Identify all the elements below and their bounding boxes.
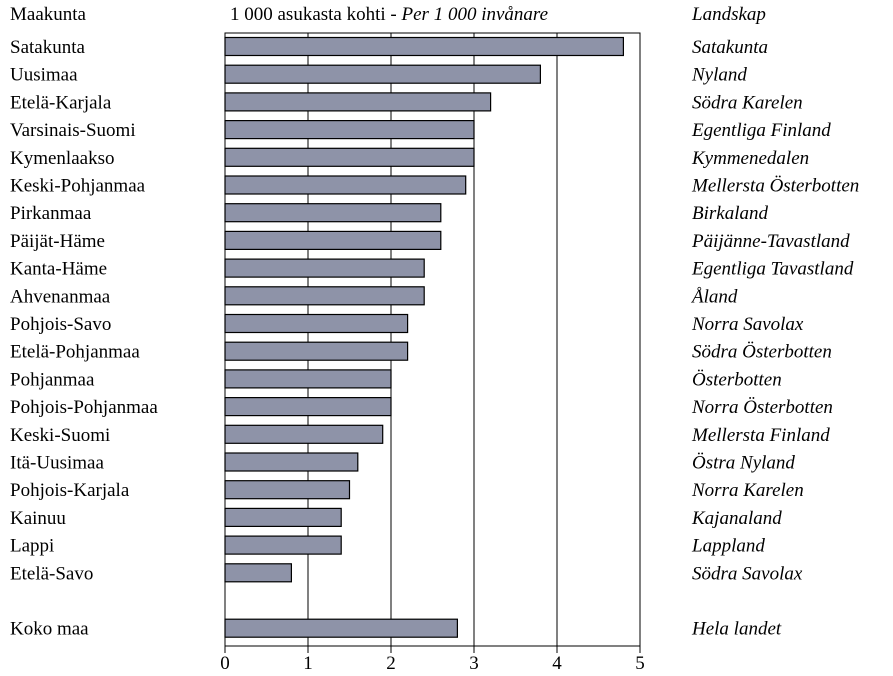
bar [224, 341, 409, 361]
category-label: Etelä-Pohjanmaa [10, 342, 140, 363]
category-label-sv: Birkaland [692, 203, 768, 224]
x-tick-label: 0 [220, 653, 230, 674]
category-label: Kanta-Häme [10, 259, 107, 280]
category-label: Ahvenanmaa [10, 286, 111, 307]
category-label: Pohjois-Karjala [10, 480, 130, 501]
bar [224, 424, 384, 444]
x-tick-label: 5 [635, 653, 645, 674]
bar [224, 507, 342, 527]
header-center-fi: 1 000 asukasta kohti - [230, 4, 402, 25]
bar [224, 313, 409, 334]
bar [224, 92, 492, 112]
category-label-sv: Kajanaland [691, 508, 782, 529]
category-label-sv: Östra Nyland [692, 453, 795, 474]
bar [224, 452, 359, 472]
category-label-sv: Hela landet [691, 619, 782, 640]
bar [224, 230, 442, 250]
bar [224, 286, 425, 306]
category-label: Keski-Suomi [10, 425, 110, 446]
category-label: Keski-Pohjanmaa [10, 176, 146, 197]
bar [224, 147, 475, 167]
category-label: Päijät-Häme [10, 231, 105, 252]
bar [224, 258, 425, 278]
category-label-sv: Päijänne-Tavastland [691, 231, 850, 252]
bar [224, 563, 293, 583]
header-right: Landskap [692, 4, 766, 25]
category-label: Pohjois-Savo [10, 314, 111, 335]
category-label-sv: Norra Karelen [691, 480, 804, 501]
category-label-sv: Norra Savolax [691, 314, 804, 335]
category-label: Uusimaa [10, 65, 78, 86]
category-label: Pohjanmaa [10, 369, 95, 390]
category-label-sv: Södra Karelen [692, 92, 803, 113]
bar [224, 64, 541, 84]
category-label: Etelä-Karjala [10, 92, 112, 113]
category-label: Varsinais-Suomi [10, 120, 136, 141]
category-label-sv: Österbotten [692, 369, 782, 390]
category-label-sv: Egentliga Tavastland [691, 259, 854, 280]
x-tick-label: 2 [386, 653, 396, 674]
category-label: Koko maa [10, 619, 89, 640]
bar [224, 203, 442, 223]
header-center: 1 000 asukasta kohti - Per 1 000 invånar… [230, 4, 548, 26]
category-label-sv: Nyland [691, 65, 747, 86]
category-label: Itä-Uusimaa [10, 453, 104, 474]
bar [224, 480, 351, 500]
bar [224, 618, 458, 638]
category-label-sv: Södra Savolax [692, 563, 803, 584]
bar [224, 119, 475, 140]
x-tick-label: 1 [303, 653, 313, 674]
category-label: Satakunta [10, 37, 85, 58]
header-left: Maakunta [10, 4, 86, 25]
category-label: Kainuu [10, 508, 66, 529]
category-label-sv: Åland [690, 286, 738, 307]
category-label: Pirkanmaa [10, 203, 92, 224]
category-label-sv: Mellersta Österbotten [691, 176, 859, 197]
bar [224, 175, 467, 195]
plot-frame [224, 32, 641, 647]
x-tick-label: 4 [552, 653, 562, 674]
bar [224, 397, 392, 417]
category-label: Etelä-Savo [10, 563, 93, 584]
bar [224, 36, 624, 57]
x-tick-label: 3 [469, 653, 479, 674]
bar [224, 369, 392, 389]
category-label-sv: Egentliga Finland [691, 120, 831, 141]
category-label-sv: Lappland [691, 536, 765, 557]
category-label-sv: Satakunta [692, 37, 768, 58]
bar [224, 535, 342, 555]
category-label: Lappi [10, 536, 54, 557]
category-label: Pohjois-Pohjanmaa [10, 397, 158, 418]
category-label: Kymenlaakso [10, 148, 114, 169]
category-label-sv: Norra Österbotten [691, 397, 833, 418]
category-label-sv: Kymmenedalen [691, 148, 809, 169]
category-label-sv: Mellersta Finland [691, 425, 830, 446]
header-center-sv: Per 1 000 invånare [401, 4, 549, 25]
category-label-sv: Södra Österbotten [692, 342, 832, 363]
